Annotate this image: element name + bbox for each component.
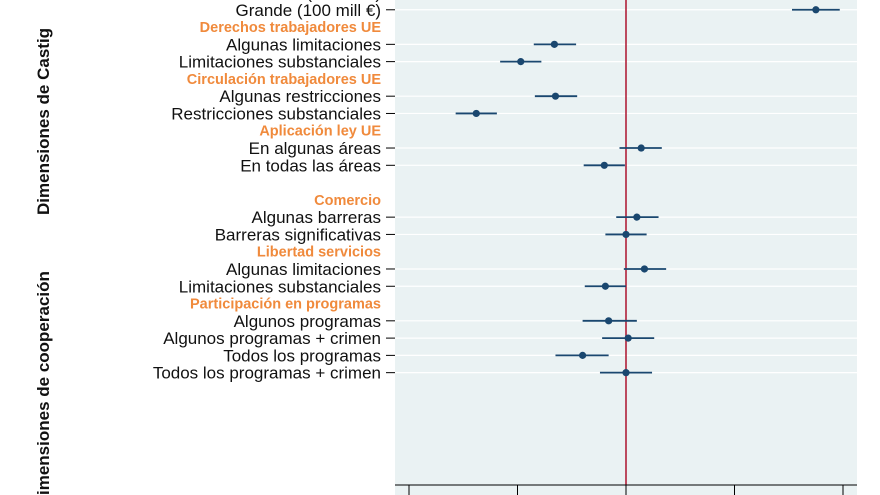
point-estimate [551,92,560,100]
group-label: Derechos trabajadores UE [200,20,382,36]
point-estimate [601,282,609,290]
point-estimate [605,317,613,325]
row-label: Limitaciones substanciales [179,53,381,72]
row-label: Grande (100 mill €) [235,1,381,20]
row-label: Todos los programas + crimen [153,364,381,383]
group-label: Comercio [314,193,381,209]
side-label-cooperacion: imensiones de cooperación [34,271,53,495]
group-label: Circulación trabajadores UE [187,72,382,88]
row-label: Barreras significativas [215,225,381,244]
point-estimate [812,6,820,14]
row-label: En todas las áreas [240,156,381,175]
side-label-castigo: Dimensiones de Castig [34,28,53,215]
coefficient-rows: Mediana (50 mill €)Grande (100 mill €)De… [153,0,840,383]
point-estimate [517,58,525,66]
group-label: Aplicación ley UE [259,124,381,140]
point-estimate [640,265,649,273]
row-label: Algunos programas + crimen [163,329,381,348]
point-estimate [579,351,587,359]
row-label: En algunas áreas [249,139,381,158]
row-label: Mediana (50 mill €) [236,0,381,3]
group-label: Libertad servicios [257,245,381,261]
point-estimate [600,161,608,169]
group-label: Participación en programas [190,297,381,313]
x-axis [395,484,857,495]
point-estimate [633,213,641,221]
point-estimate [472,109,480,118]
point-estimate [637,144,645,152]
point-estimate [622,230,630,239]
row-label: Algunas restricciones [219,87,381,106]
row-label: Algunas limitaciones [226,35,381,54]
row-label: Limitaciones substanciales [179,277,381,296]
row-label: Algunas limitaciones [226,260,381,279]
point-estimate [622,369,630,377]
row-label: Algunas barreras [252,208,381,227]
point-estimate [550,40,558,48]
row-label: Restricciones substanciales [171,104,381,123]
point-estimate [624,334,632,342]
row-label: Todos los programas [223,346,381,365]
row-label: Algunos programas [234,312,381,331]
